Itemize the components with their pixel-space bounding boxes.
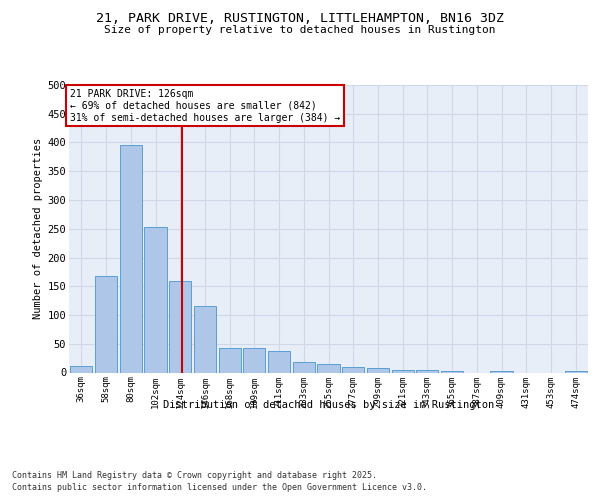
Text: Size of property relative to detached houses in Rustington: Size of property relative to detached ho…	[104, 25, 496, 35]
Bar	[342, 367, 364, 372]
Bar	[119, 146, 142, 372]
Y-axis label: Number of detached properties: Number of detached properties	[34, 138, 43, 320]
Text: Contains public sector information licensed under the Open Government Licence v3: Contains public sector information licen…	[12, 483, 427, 492]
Bar	[194, 306, 216, 372]
Bar	[565, 371, 587, 372]
Bar	[490, 371, 512, 372]
Bar	[416, 370, 439, 372]
Bar	[243, 348, 265, 372]
Bar	[268, 351, 290, 372]
Text: 21 PARK DRIVE: 126sqm
← 69% of detached houses are smaller (842)
31% of semi-det: 21 PARK DRIVE: 126sqm ← 69% of detached …	[70, 90, 340, 122]
Bar	[218, 348, 241, 372]
Bar	[317, 364, 340, 372]
Bar	[70, 366, 92, 372]
Bar	[441, 371, 463, 372]
Bar	[169, 280, 191, 372]
Bar	[95, 276, 117, 372]
Bar	[392, 370, 414, 372]
Bar	[145, 227, 167, 372]
Bar	[293, 362, 315, 372]
Bar	[367, 368, 389, 372]
Text: Distribution of detached houses by size in Rustington: Distribution of detached houses by size …	[163, 400, 494, 410]
Text: Contains HM Land Registry data © Crown copyright and database right 2025.: Contains HM Land Registry data © Crown c…	[12, 471, 377, 480]
Text: 21, PARK DRIVE, RUSTINGTON, LITTLEHAMPTON, BN16 3DZ: 21, PARK DRIVE, RUSTINGTON, LITTLEHAMPTO…	[96, 12, 504, 26]
